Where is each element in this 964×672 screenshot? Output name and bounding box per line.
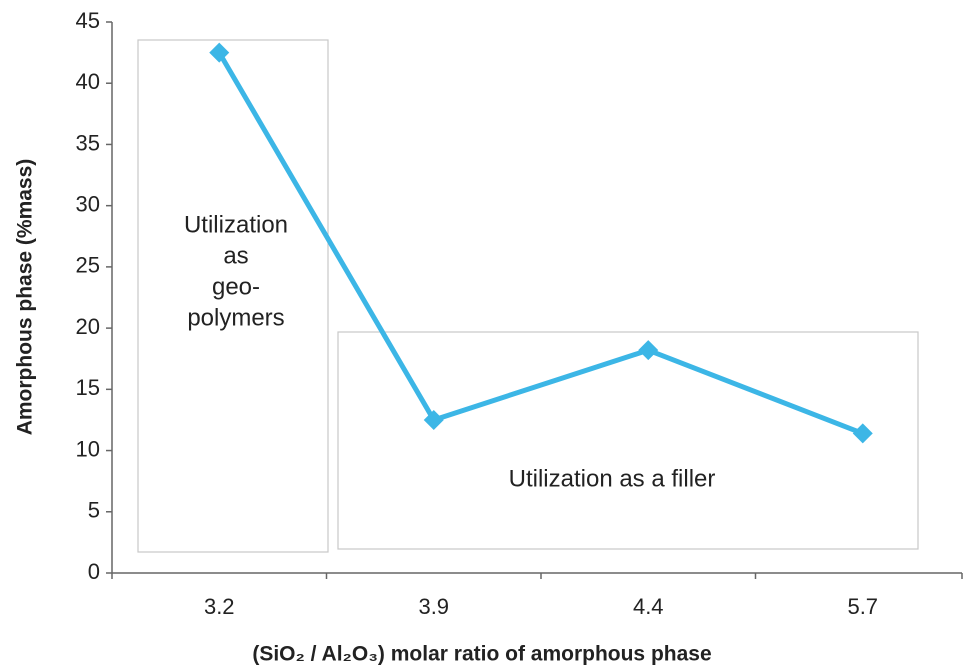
x-axis-label: (SiO₂ / Al₂O₃) molar ratio of amorphous …: [252, 643, 711, 666]
x-tick-label: 4.4: [633, 594, 664, 619]
x-tick-label: 3.9: [418, 594, 449, 619]
y-tick-label: 25: [76, 253, 100, 278]
y-tick-label: 35: [76, 130, 100, 155]
marker: [423, 409, 444, 430]
y-axis-label: Amorphous phase (%mass): [14, 159, 37, 436]
annotation-box: [137, 39, 329, 553]
annotation: polymers: [187, 304, 284, 331]
annotation-box: [337, 331, 919, 550]
y-tick-label: 20: [76, 314, 100, 339]
y-tick-label: 5: [88, 498, 100, 523]
y-tick-label: 0: [88, 559, 100, 584]
y-tick-label: 40: [76, 69, 100, 94]
line: [217, 51, 864, 436]
annotation: geo-: [212, 273, 260, 300]
y-tick-label: 15: [76, 375, 100, 400]
marker: [852, 423, 873, 444]
annotation: Utilization as a filler: [509, 465, 716, 492]
x-tick-label: 3.2: [204, 594, 235, 619]
y-tick-label: 10: [76, 436, 100, 461]
y-tick-label: 30: [76, 191, 100, 216]
annotation: as: [223, 242, 248, 269]
marker: [638, 340, 659, 361]
marker: [209, 42, 230, 63]
x-tick-label: 5.7: [847, 594, 878, 619]
annotation: Utilization: [184, 211, 288, 238]
y-tick-label: 45: [76, 8, 100, 33]
